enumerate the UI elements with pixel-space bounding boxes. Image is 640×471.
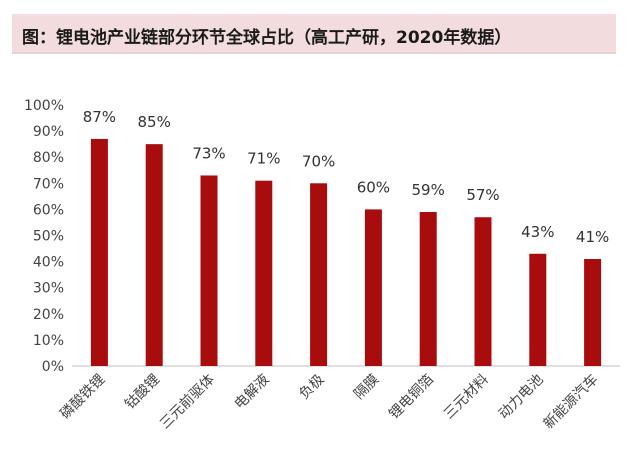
category-label: 动力电池 — [496, 372, 547, 423]
data-label: 71% — [247, 150, 280, 168]
category-label: 负极 — [296, 372, 327, 403]
y-tick-label: 50% — [33, 229, 64, 245]
y-tick-label: 60% — [33, 202, 64, 218]
bar — [584, 258, 602, 366]
bar — [419, 212, 437, 366]
y-tick-label: 10% — [33, 333, 64, 349]
y-tick-label: 30% — [33, 281, 64, 297]
y-tick-label: 80% — [33, 150, 64, 166]
category-label: 新能源汽车 — [540, 371, 602, 433]
bar — [474, 217, 492, 366]
bar — [90, 138, 108, 366]
data-label: 73% — [192, 144, 225, 162]
category-label: 钴酸锂 — [122, 372, 163, 413]
category-label: 三元材料 — [441, 372, 492, 423]
data-label: 59% — [412, 181, 445, 199]
category-label: 三元前驱体 — [156, 371, 218, 433]
y-tick-label: 70% — [33, 176, 64, 192]
data-label: 43% — [521, 223, 554, 241]
bar — [200, 175, 218, 366]
data-label: 85% — [138, 113, 171, 131]
y-tick-label: 40% — [33, 255, 64, 271]
y-tick-label: 100% — [24, 98, 64, 114]
title-bar: 图：锂电池产业链部分环节全球占比（高工产研，2020年数据） — [12, 14, 616, 54]
bar — [255, 180, 273, 366]
data-label: 70% — [302, 152, 335, 170]
y-tick-label: 20% — [33, 307, 64, 323]
bar — [529, 253, 547, 366]
data-label: 60% — [357, 178, 390, 196]
category-label: 锂电铜箔 — [386, 372, 437, 423]
data-label: 87% — [83, 108, 116, 126]
category-label: 电解液 — [232, 372, 273, 413]
bar — [145, 144, 163, 366]
bar — [364, 209, 382, 366]
category-label: 磷酸铁锂 — [57, 372, 108, 423]
data-label: 41% — [576, 228, 609, 246]
y-tick-label: 90% — [33, 124, 64, 140]
chart-title: 图：锂电池产业链部分环节全球占比（高工产研，2020年数据） — [22, 28, 512, 48]
y-tick-label: 0% — [42, 359, 64, 375]
data-label: 57% — [466, 186, 499, 204]
bar — [310, 183, 328, 366]
category-label: 隔膜 — [351, 372, 382, 403]
